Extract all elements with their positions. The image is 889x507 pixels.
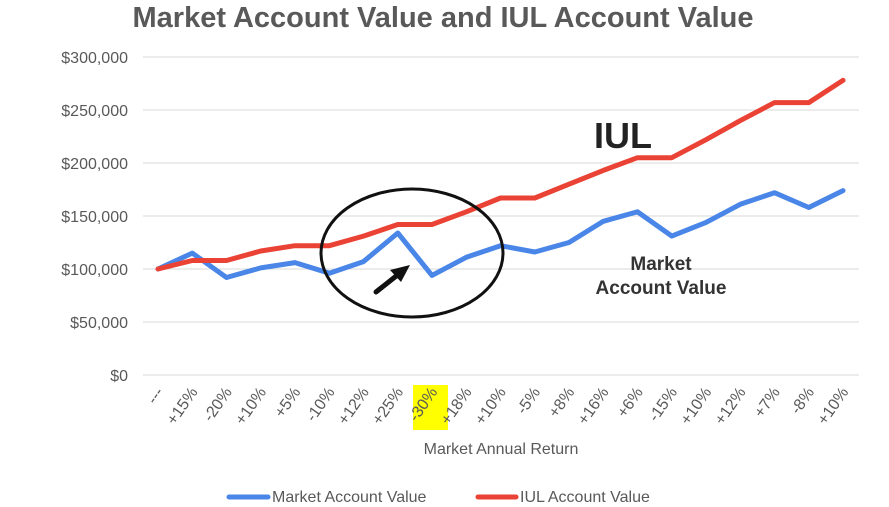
series-line-1 [155,77,846,272]
x-tick-label: +10% [815,385,853,429]
market-annotation-line1: Market [630,254,692,275]
y-tick-label: $0 [110,368,128,385]
x-tick-label: +10% [678,385,716,429]
x-tick-label: -20% [200,385,235,425]
x-tick-label: --- [144,385,167,408]
x-tick-label: -8% [788,385,818,418]
x-tick-label: -15% [646,385,681,425]
y-tick-label: $50,000 [70,315,128,332]
y-tick-label: $150,000 [61,209,128,226]
gridlines [143,56,859,376]
x-tick-label: +25% [369,385,407,429]
legend-label-market: Market Account Value [272,489,427,506]
iul-annotation: IUL [594,115,652,156]
y-tick-label: $200,000 [61,156,128,173]
y-tick-label: $300,000 [61,50,128,67]
legend: Market Account Value IUL Account Value [226,489,650,506]
highlight-box [413,385,448,430]
market-annotation-line2: Account Value [596,278,727,299]
x-axis-label: Market Annual Return [424,441,579,458]
x-tick-label: +6% [614,385,647,421]
x-tick-label: +12% [712,385,750,429]
x-tick-label: +5% [272,385,305,421]
x-tick-label: +10% [232,385,270,429]
x-tick-label: +7% [751,385,784,421]
arrow-icon [373,265,410,295]
y-tick-label: $250,000 [61,103,128,120]
series-lines [155,77,846,280]
x-tick-label: +15% [164,385,202,429]
x-tick-label: +8% [546,385,579,421]
x-tick-label: -10% [303,385,338,425]
chart-title: Market Account Value and IUL Account Val… [133,2,754,34]
y-axis-ticks: $0 $50,000 $100,000 $150,000 $200,000 $250,00… [61,50,128,385]
y-tick-label: $100,000 [61,262,128,279]
callout-circle [319,187,505,319]
series-line-0 [155,188,846,280]
x-tick-label: +16% [575,385,613,429]
category-highlight [413,385,448,430]
x-axis-ticks: ---+15%-20%+10% +5%-10%+12%+25%-30%+18%+1… [144,385,852,429]
legend-label-iul: IUL Account Value [520,489,650,506]
x-tick-label: +12% [335,385,373,429]
x-tick-label: -5% [514,385,544,418]
x-tick-label: +10% [472,385,510,429]
